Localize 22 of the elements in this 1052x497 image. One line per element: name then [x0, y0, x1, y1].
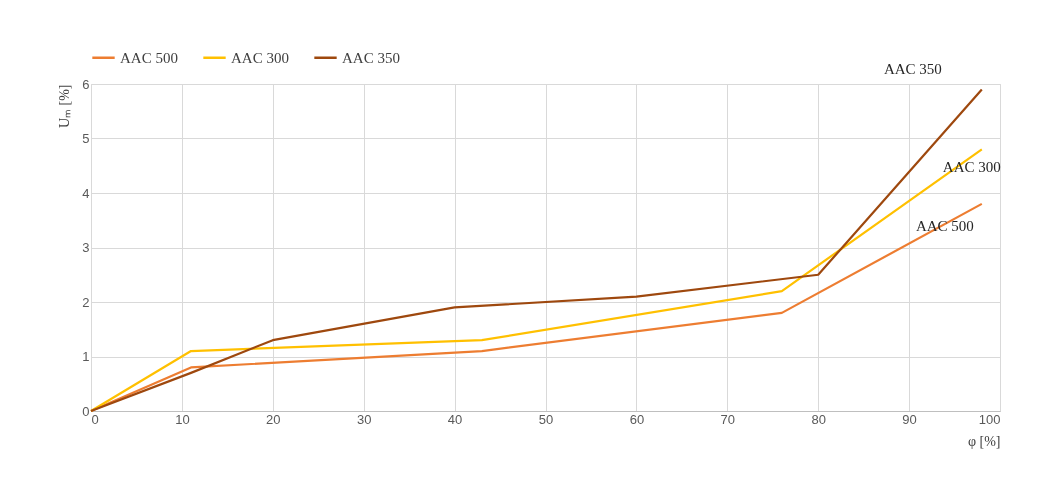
legend-label: AAC 350 [342, 49, 400, 66]
x-tick-label: 100 [978, 411, 1001, 427]
x-tick-label: 40 [447, 411, 463, 427]
text: AAC 350 [883, 61, 942, 78]
y-tick-label: 1 [82, 349, 90, 364]
y-tick-label: 4 [82, 185, 90, 201]
x-tick-label: 50 [538, 411, 554, 427]
x-tick-label: 60 [629, 411, 645, 427]
y-axis-title: Uₘ [%] [57, 84, 73, 129]
x-tick-label: 70 [720, 411, 736, 427]
x-tick-label: 90 [902, 411, 917, 427]
x-tick-label: 80 [811, 411, 826, 427]
legend-label: AAC 300 [231, 49, 289, 66]
y-tick-label: 3 [82, 240, 90, 255]
x-tick-label: 30 [356, 411, 372, 427]
x-tick-label: 20 [266, 411, 281, 427]
legend-label: AAC 500 [120, 49, 178, 66]
y-tick-label: 2 [82, 294, 90, 310]
y-tick-label: 6 [82, 76, 90, 92]
x-axis-title: φ [%] [967, 433, 1001, 449]
x-tick-label: 10 [175, 411, 190, 427]
y-tick-label: 5 [82, 131, 90, 146]
